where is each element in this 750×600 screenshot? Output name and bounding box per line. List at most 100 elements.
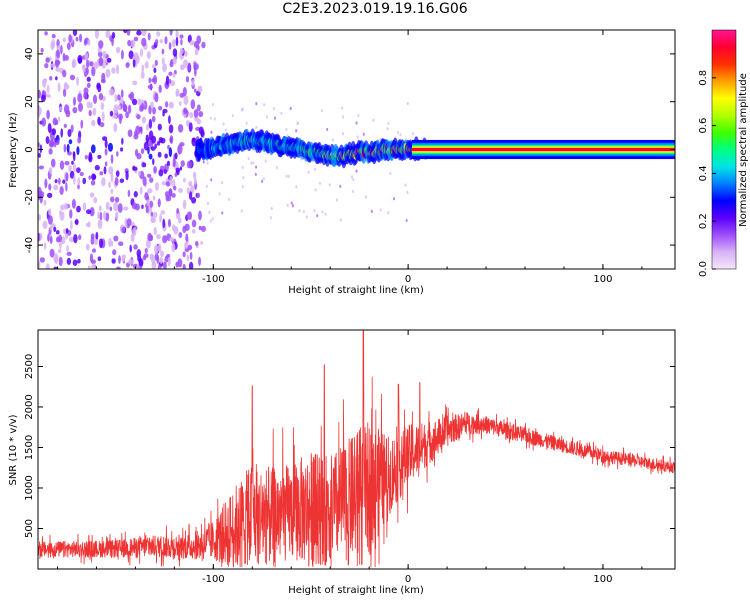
spectrogram-noise-cell bbox=[142, 162, 147, 168]
spectrogram-noise-cell bbox=[171, 39, 176, 48]
spectrogram-noise-cell bbox=[66, 143, 70, 153]
spectrogram-sparse-cell bbox=[252, 161, 255, 165]
spectrogram-noise-cell bbox=[38, 89, 41, 99]
spectrogram-noise-cell bbox=[168, 42, 172, 50]
spectrogram-sparse-cell bbox=[328, 183, 331, 187]
spectrogram-noise-cell bbox=[76, 76, 80, 87]
spectrogram-noise-cell bbox=[175, 88, 180, 97]
spectrogram-noise-cell bbox=[98, 40, 104, 49]
spectrogram-sparse-cell bbox=[313, 209, 316, 213]
spectrogram-noise-cell bbox=[60, 128, 64, 138]
spectrogram-noise-cell bbox=[101, 72, 106, 83]
spectrogram-noise-cell bbox=[141, 64, 145, 73]
spectrogram-noise-cell bbox=[154, 39, 159, 45]
spectrogram-noise-cell bbox=[76, 146, 80, 156]
spectrogram-noise-cell bbox=[139, 126, 143, 135]
spectrogram-noise-cell bbox=[95, 231, 99, 240]
colorbar-tick-label: 0.4 bbox=[698, 165, 709, 181]
spectrogram-noise-cell bbox=[86, 82, 91, 89]
spectrogram-noise-cell bbox=[105, 30, 111, 38]
spectrogram-sparse-cell bbox=[206, 201, 209, 206]
spectrogram-noise-cell bbox=[90, 144, 96, 154]
spectrogram-noise-cell bbox=[109, 206, 113, 212]
spectrogram-noise-cell bbox=[69, 170, 75, 179]
spectrogram-noise-cell bbox=[198, 256, 202, 267]
spectrogram-noise-cell bbox=[132, 80, 138, 86]
spectrogram-noise-cell bbox=[147, 84, 153, 90]
spectrogram-noise-cell bbox=[168, 188, 173, 193]
spectrogram-noise-cell bbox=[179, 142, 185, 147]
spectrogram-sparse-cell bbox=[341, 132, 344, 136]
snr-y-label: SNR (10 * v/v) bbox=[8, 414, 19, 485]
spectrogram-noise-cell bbox=[68, 34, 72, 43]
spectrogram-noise-cell bbox=[112, 114, 118, 119]
spectrogram-noise-cell bbox=[182, 251, 186, 258]
spectrogram-noise-cell bbox=[184, 223, 190, 232]
spectrogram-noise-cell bbox=[167, 144, 170, 150]
spectrogram-noise-cell bbox=[153, 67, 157, 74]
spectrogram-sparse-cell bbox=[404, 183, 407, 187]
spectrogram-noise-cell bbox=[175, 37, 179, 47]
spectrogram-sparse-cell bbox=[305, 215, 308, 219]
spectrogram-noise-cell bbox=[40, 191, 45, 198]
spectrogram-sparse-cell bbox=[291, 204, 294, 208]
spectrogram-noise-cell bbox=[114, 211, 119, 220]
spectrogram-noise-cell bbox=[87, 38, 91, 46]
spectrogram-noise-cell bbox=[121, 137, 124, 145]
spectrogram-noise-cell bbox=[86, 59, 89, 70]
spectrogram-sparse-cell bbox=[208, 210, 211, 215]
spectrogram-noise-cell bbox=[162, 111, 165, 117]
snr-x-label: Height of straight line (km) bbox=[288, 585, 424, 596]
spectrogram-noise-cell bbox=[82, 202, 87, 212]
spectrogram-noise-cell bbox=[188, 122, 193, 132]
colorbar-scale bbox=[711, 29, 737, 270]
spectrogram-noise-cell bbox=[126, 218, 132, 227]
spectrogram-sparse-cell bbox=[206, 161, 209, 165]
spectrogram-noise-cell bbox=[54, 137, 57, 143]
spectrogram-noise-cell bbox=[73, 233, 78, 244]
spectrogram-noise-cell bbox=[128, 93, 133, 99]
spectrogram-noise-cell bbox=[133, 244, 138, 250]
spectrogram-noise-cell bbox=[191, 137, 196, 143]
spectrogram-noise-cell bbox=[97, 154, 102, 159]
spectrogram-noise-cell bbox=[186, 187, 190, 195]
spectrogram-noise-cell bbox=[62, 179, 66, 184]
spectrogram-noise-cell bbox=[103, 166, 107, 175]
spectrogram-sparse-cell bbox=[211, 217, 214, 221]
spectrogram-noise-cell bbox=[59, 160, 65, 170]
spectrogram-noise-cell bbox=[118, 255, 121, 264]
spectrogram-sparse-cell bbox=[250, 161, 253, 165]
spectrogram-sparse-cell bbox=[266, 115, 269, 119]
spectrogram-sparse-cell bbox=[240, 209, 243, 213]
spectrogram-noise-cell bbox=[168, 147, 173, 158]
spectrogram-noise-cell bbox=[162, 63, 167, 73]
spectrogram-noise-cell bbox=[180, 160, 185, 168]
spectrogram-noise-cell bbox=[128, 104, 132, 114]
spectrogram-noise-cell bbox=[98, 93, 104, 101]
spectrogram-noise-cell bbox=[190, 99, 196, 110]
spectrogram-noise-cell bbox=[108, 237, 112, 248]
spectrogram-noise-cell bbox=[151, 64, 156, 69]
spectrogram-sparse-cell bbox=[399, 133, 402, 137]
spectrogram-noise-cell bbox=[148, 130, 154, 141]
spectrogram-sparse-cell bbox=[209, 116, 212, 120]
spectrogram-sparse-cell bbox=[270, 206, 273, 211]
spectrogram-noise-cell bbox=[75, 36, 79, 42]
spectrogram-noise-cell bbox=[149, 200, 154, 208]
spectrogram-noise-cell bbox=[188, 191, 193, 200]
spectrogram-noise-cell bbox=[189, 251, 193, 260]
colorbar-label: Normalized spectral amplitude bbox=[738, 73, 749, 227]
spectrogram-sparse-cell bbox=[324, 212, 327, 216]
spectrogram-noise-cell bbox=[198, 225, 202, 231]
spectrogram-noise-cell bbox=[97, 83, 102, 93]
spectrogram-noise-cell bbox=[137, 98, 142, 106]
spectrogram-noise-cell bbox=[40, 47, 44, 53]
spectrogram-noise-cell bbox=[41, 117, 47, 127]
spectrogram-noise-cell bbox=[50, 63, 56, 68]
spectrogram-y-tick-label: 20 bbox=[24, 95, 35, 108]
spectrogram-noise-cell bbox=[88, 154, 93, 163]
spectrogram-noise-cell bbox=[121, 226, 125, 234]
spectrogram-noise-cell bbox=[62, 88, 67, 98]
spectrogram-noise-cell bbox=[154, 92, 159, 103]
spectrogram-noise-cell bbox=[63, 144, 67, 153]
